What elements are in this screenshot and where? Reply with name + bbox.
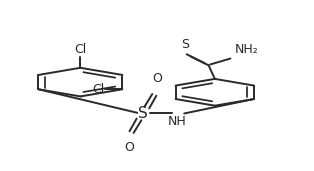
Text: S: S [138,106,148,121]
Text: S: S [181,38,189,51]
Text: Cl: Cl [74,43,87,56]
Text: Cl: Cl [92,83,104,96]
Text: NH₂: NH₂ [235,43,259,56]
Text: NH: NH [168,115,187,128]
Text: O: O [152,73,162,86]
Text: O: O [124,141,134,154]
